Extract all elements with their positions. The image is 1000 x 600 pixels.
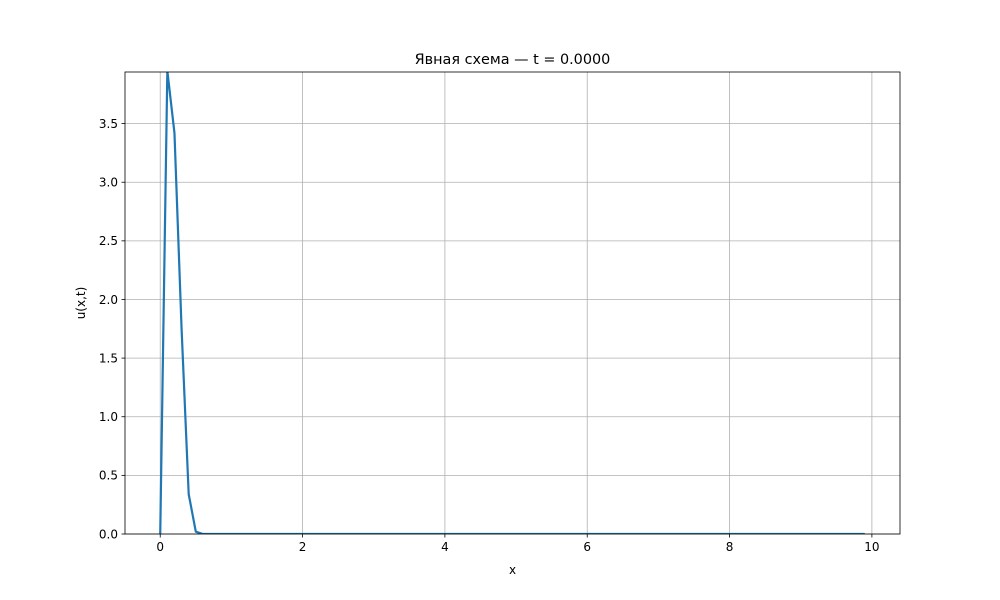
y-tick-label: 0.0 (99, 527, 118, 541)
series-line (159, 72, 865, 534)
x-tick-label: 10 (864, 540, 879, 554)
y-tick-label: 1.5 (99, 351, 118, 365)
x-tick-label: 8 (726, 540, 734, 554)
series-layer (159, 72, 865, 534)
y-tick-label: 3.5 (99, 117, 118, 131)
grid (125, 72, 900, 535)
plot-frame (124, 71, 901, 535)
plot-area (125, 72, 900, 534)
y-tick-label: 0.5 (99, 469, 118, 483)
y-tick-label: 1.0 (99, 410, 118, 424)
x-tick-label: 6 (583, 540, 591, 554)
x-axis-label: x (509, 563, 516, 577)
x-tick-label: 0 (156, 540, 164, 554)
y-tick-label: 2.5 (99, 234, 118, 248)
y-tick-label: 3.0 (99, 176, 118, 190)
x-tick-label: 2 (299, 540, 307, 554)
x-tick-label: 4 (441, 540, 449, 554)
chart-title: Явная схема — t = 0.0000 (415, 52, 611, 68)
y-axis: 0.0 0.5 1.0 1.5 2.0 2.5 3.0 3.5 (99, 117, 125, 541)
y-tick-label: 2.0 (99, 293, 118, 307)
y-axis-label: u(x,t) (74, 287, 88, 320)
x-axis: 0 2 4 6 8 10 (156, 534, 880, 554)
